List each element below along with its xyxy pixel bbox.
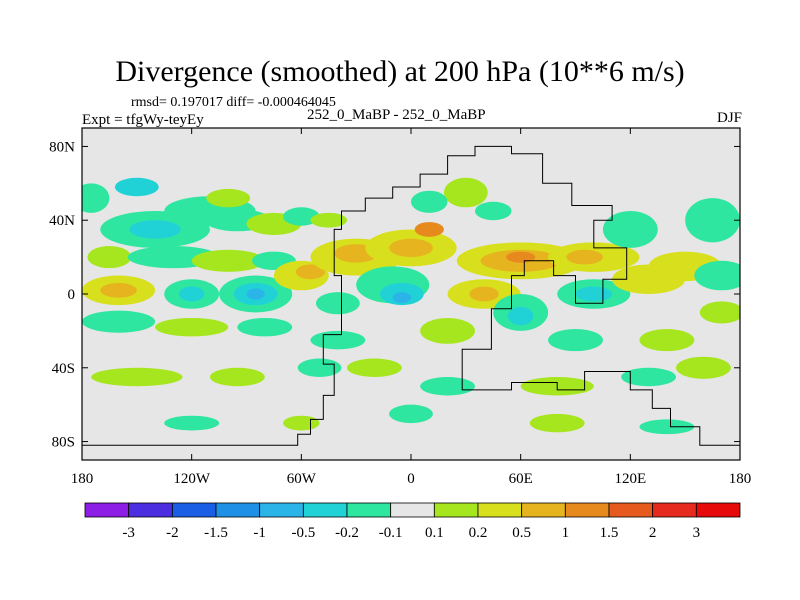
divergence-contour	[164, 415, 220, 431]
divergence-contour	[297, 358, 342, 377]
colorbar-label: 0.2	[469, 525, 488, 541]
colorbar-label: 1	[562, 525, 570, 541]
divergence-contour	[91, 367, 183, 387]
divergence-contour	[676, 356, 731, 379]
colorbar-swatch	[521, 502, 566, 518]
x-tick-label: 180	[71, 471, 94, 487]
divergence-contour	[621, 367, 677, 387]
divergence-contour	[507, 306, 534, 326]
colorbar-swatch	[171, 502, 217, 518]
colorbar-label: -1	[253, 525, 266, 541]
divergence-contour	[389, 238, 433, 258]
divergence-contour	[566, 249, 603, 265]
colorbar-swatch	[302, 502, 348, 518]
divergence-contour	[529, 413, 585, 433]
divergence-contour	[411, 190, 448, 213]
colorbar-swatch	[477, 502, 523, 518]
colorbar-swatch	[390, 502, 435, 518]
divergence-contour	[295, 264, 326, 280]
x-tick-label: 60W	[287, 471, 317, 487]
divergence-contour	[82, 310, 156, 333]
rmsd-diff-stats: rmsd= 0.197017 diff= -0.000464045	[131, 95, 336, 110]
divergence-contour	[420, 317, 475, 344]
colorbar-label: -1.5	[204, 525, 228, 541]
colorbar-label: 2	[649, 525, 657, 541]
case-pair-label: 252_0_MaBP - 252_0_MaBP	[307, 107, 486, 123]
divergence-contour	[310, 330, 366, 350]
divergence-contour	[237, 317, 293, 337]
divergence-contour	[469, 286, 499, 302]
divergence-contour	[694, 260, 740, 291]
divergence-contour	[347, 358, 402, 377]
colorbar-swatch	[128, 502, 173, 518]
x-tick-label: 120W	[173, 471, 211, 487]
divergence-contour	[129, 220, 181, 239]
x-tick-label: 60E	[509, 471, 533, 487]
colorbar-label: 0.5	[512, 525, 531, 541]
experiment-label: Expt = tfgWy-teyEy	[82, 112, 204, 128]
x-tick-label: 0	[407, 471, 415, 487]
colorbar-swatch	[608, 502, 654, 518]
colorbar-swatch	[215, 502, 261, 518]
colorbar-swatch	[564, 502, 610, 518]
colorbar-label: 3	[693, 525, 701, 541]
divergence-contour	[178, 286, 205, 302]
divergence-contour	[685, 198, 740, 243]
divergence-contour	[414, 222, 444, 237]
divergence-contour	[443, 177, 488, 208]
divergence-contour	[310, 212, 348, 228]
colorbar-label: -0.5	[291, 525, 315, 541]
divergence-contour	[82, 183, 110, 213]
chart-title: Divergence (smoothed) at 200 hPa (10**6 …	[115, 55, 685, 88]
divergence-contour	[100, 282, 137, 298]
divergence-contour	[246, 288, 265, 300]
divergence-contour	[114, 177, 159, 197]
x-tick-label: 120E	[614, 471, 646, 487]
divergence-contour	[506, 251, 536, 263]
divergence-contour	[191, 249, 265, 272]
colorbar-swatch	[695, 502, 741, 518]
divergence-contour	[639, 329, 695, 352]
colorbar-label: -3	[122, 525, 135, 541]
divergence-contour	[548, 329, 603, 352]
continent-outline	[82, 145, 740, 446]
y-tick-label: 40S	[52, 361, 75, 377]
colorbar-label: 0.1	[425, 525, 444, 541]
divergence-contour	[283, 207, 320, 226]
x-tick-label: 180	[729, 471, 752, 487]
colorbar-swatch	[84, 502, 130, 518]
divergence-contour	[602, 211, 658, 248]
divergence-contour	[392, 292, 411, 304]
y-tick-label: 0	[68, 287, 76, 303]
y-tick-label: 40N	[49, 213, 75, 229]
divergence-contour	[209, 367, 265, 387]
divergence-contour	[315, 292, 360, 315]
divergence-contour	[206, 188, 251, 208]
colorbar-swatch	[433, 502, 479, 518]
divergence-contour	[699, 301, 740, 324]
divergence-contour	[575, 286, 613, 302]
colorbar-label: -2	[166, 525, 179, 541]
divergence-contour	[420, 377, 475, 396]
colorbar-swatch	[652, 502, 697, 518]
colorbar-swatch	[259, 502, 304, 518]
divergence-contour	[389, 404, 433, 424]
divergence-contour	[87, 246, 132, 269]
season-label: DJF	[716, 110, 742, 126]
divergence-contour	[155, 317, 229, 337]
colorbar-label: -0.2	[335, 525, 359, 541]
divergence-contour	[283, 415, 320, 431]
y-tick-label: 80S	[52, 435, 75, 451]
divergence-contour	[639, 419, 695, 435]
y-tick-label: 80N	[49, 139, 75, 155]
divergence-contour	[474, 201, 512, 221]
colorbar-label: 1.5	[600, 525, 619, 541]
colorbar-label: -0.1	[379, 525, 403, 541]
colorbar-swatch	[346, 502, 392, 518]
